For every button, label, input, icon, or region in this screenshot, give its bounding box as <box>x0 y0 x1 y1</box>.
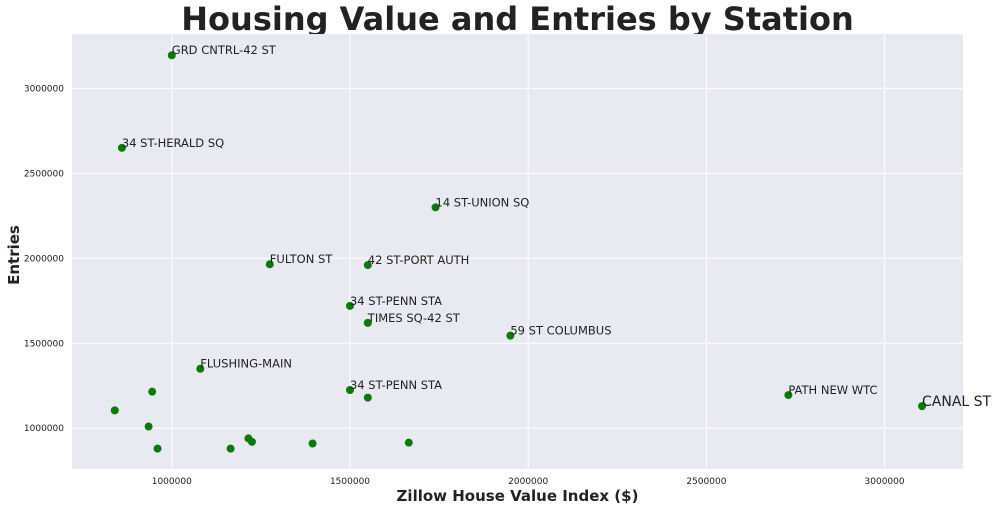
point-label: PATH NEW WTC <box>788 383 877 397</box>
data-point <box>345 385 354 394</box>
y-axis-title: Entries <box>5 225 23 285</box>
plot-area <box>72 34 963 469</box>
point-label: GRD CNTRL-42 ST <box>172 43 277 57</box>
y-tick-label: 2000000 <box>24 254 64 264</box>
point-labels: GRD CNTRL-42 ST 34 ST-HERALD SQ 14 ST-UNIO… <box>122 43 992 410</box>
data-point <box>363 393 372 402</box>
data-point <box>247 437 256 446</box>
data-point <box>167 51 176 60</box>
y-tick-label: 1000000 <box>24 424 64 434</box>
x-tick-label: 2000000 <box>508 477 548 487</box>
data-point <box>226 444 235 453</box>
y-tick-label: 1500000 <box>24 339 64 349</box>
data-point <box>345 301 354 310</box>
data-point <box>196 364 205 373</box>
point-label: FLUSHING-MAIN <box>200 357 292 371</box>
point-label: TIMES SQ-42 ST <box>367 311 461 325</box>
point-label: 42 ST-PORT AUTH <box>368 253 469 267</box>
x-axis-ticks: 1000000 1500000 2000000 2500000 3000000 <box>152 477 905 487</box>
data-point <box>918 402 927 411</box>
data-point <box>506 331 515 340</box>
data-point <box>363 261 372 270</box>
data-point <box>110 406 119 415</box>
x-axis-title: Zillow House Value Index ($) <box>396 487 639 505</box>
data-point <box>148 387 157 396</box>
data-point <box>153 444 162 453</box>
data-point <box>363 318 372 327</box>
point-label: 34 ST-HERALD SQ <box>122 136 224 150</box>
x-tick-label: 2500000 <box>686 477 726 487</box>
data-point <box>308 439 317 448</box>
y-tick-label: 3000000 <box>24 84 64 94</box>
data-point <box>265 260 274 269</box>
point-label: 34 ST-PENN STA <box>350 294 442 308</box>
point-label: 59 ST COLUMBUS <box>510 324 611 338</box>
data-point <box>784 391 793 400</box>
data-point <box>117 143 126 152</box>
data-point <box>144 422 153 431</box>
point-label: 14 ST-UNION SQ <box>436 195 530 209</box>
data-points <box>110 51 927 453</box>
data-point <box>431 203 440 212</box>
data-point <box>404 438 413 447</box>
point-label: 34 ST-PENN STA <box>350 378 442 392</box>
chart-title: Housing Value and Entries by Station <box>181 0 854 38</box>
point-label: FULTON ST <box>270 252 333 266</box>
x-tick-label: 3000000 <box>865 477 905 487</box>
gridlines <box>72 34 963 469</box>
x-tick-label: 1000000 <box>152 477 192 487</box>
y-axis-ticks: 1000000 1500000 2000000 2500000 3000000 <box>24 84 64 434</box>
y-tick-label: 2500000 <box>24 169 64 179</box>
point-label: CANAL ST <box>922 394 992 410</box>
x-tick-label: 1500000 <box>330 477 370 487</box>
